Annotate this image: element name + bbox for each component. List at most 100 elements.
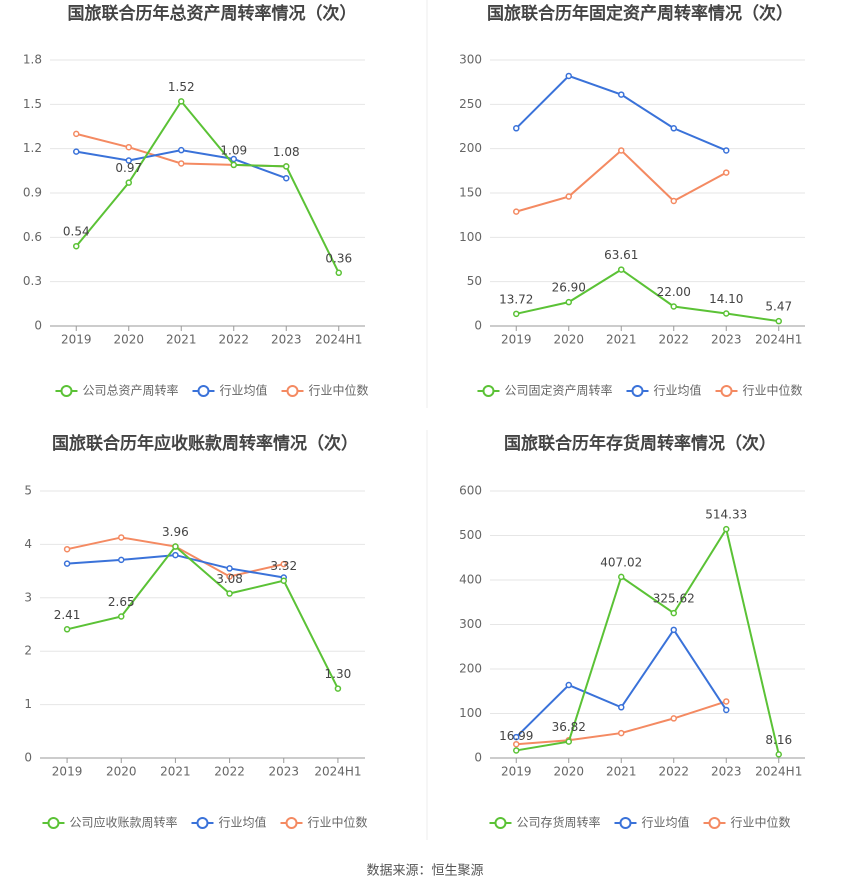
point	[73, 242, 80, 250]
y-tick-label: 0.9	[23, 186, 42, 200]
y-tick-label: 200	[459, 662, 482, 676]
data-label: 407.02	[600, 555, 642, 569]
point	[118, 556, 125, 564]
point	[670, 197, 677, 205]
x-tick-label: 2024H1	[315, 333, 362, 347]
data-label: 0.54	[63, 225, 90, 239]
point	[565, 298, 572, 306]
source-note: 数据来源：恒生聚源	[366, 864, 483, 879]
legend-label: 行业均值	[218, 815, 266, 830]
data-label: 13.72	[499, 292, 533, 306]
x-tick-label: 2024H1	[755, 333, 802, 347]
legend-marker	[619, 817, 632, 829]
chart-title: 国旅联合历年存货周转率情况（次）	[504, 433, 776, 454]
legend: 公司固定资产周转率 行业均值 行业中位数	[477, 383, 803, 398]
y-tick-label: 50	[467, 274, 482, 288]
point	[230, 161, 237, 169]
y-tick-label: 600	[459, 484, 482, 498]
point	[670, 303, 677, 310]
series-line	[516, 526, 780, 755]
data-label: 0.97	[115, 161, 142, 175]
legend-label: 行业中位数	[731, 815, 791, 830]
legend-label: 行业均值	[219, 383, 267, 398]
y-tick-label: 100	[459, 230, 482, 244]
point	[723, 525, 730, 533]
point	[226, 565, 233, 572]
x-tick-label: 2022	[658, 765, 689, 779]
point	[125, 143, 132, 151]
chart-title: 国旅联合历年总资产周转率情况（次）	[68, 3, 357, 24]
data-label: 8.16	[765, 733, 792, 747]
x-tick-label: 2021	[160, 765, 191, 779]
point	[670, 609, 677, 617]
series-line	[516, 268, 779, 323]
legend-label: 公司固定资产周转率	[504, 383, 612, 398]
data-label: 1.30	[325, 667, 352, 681]
point	[334, 685, 342, 692]
legend: 公司应收账款周转率 行业均值 行业中位数	[42, 815, 368, 830]
y-tick-label: 150	[459, 186, 482, 200]
data-label: 2.41	[54, 608, 81, 622]
point	[172, 551, 179, 559]
legend-marker	[197, 385, 210, 397]
x-tick-label: 2022	[658, 333, 689, 347]
series-line	[66, 545, 339, 690]
legend-label: 公司总资产周转率	[82, 383, 178, 398]
point	[513, 740, 520, 748]
y-tick-label: 100	[459, 706, 482, 720]
legend-marker	[60, 385, 73, 397]
y-tick-label: 5	[24, 484, 32, 498]
point	[178, 146, 185, 154]
series-line	[75, 99, 340, 274]
data-label: 3.96	[162, 525, 189, 539]
x-tick-label: 2019	[52, 765, 83, 779]
x-tick-label: 2022	[214, 765, 245, 779]
data-label: 325.62	[653, 592, 695, 606]
legend-marker	[286, 385, 299, 397]
point	[775, 317, 782, 325]
point	[280, 560, 287, 568]
point	[63, 626, 71, 633]
point	[118, 613, 125, 620]
y-tick-label: 1	[24, 697, 32, 711]
point	[73, 148, 80, 155]
point	[618, 573, 625, 581]
x-tick-label: 2021	[606, 333, 637, 347]
legend-label: 行业中位数	[309, 383, 369, 398]
series-line	[515, 628, 728, 738]
data-label: 2.65	[108, 595, 135, 609]
point	[118, 534, 125, 541]
data-label: 63.61	[604, 248, 638, 262]
x-tick-label: 2023	[711, 765, 742, 779]
point	[230, 155, 237, 163]
point	[63, 545, 71, 553]
x-tick-label: 2021	[166, 333, 197, 347]
point	[565, 193, 572, 200]
y-tick-label: 0	[474, 751, 482, 765]
point	[513, 125, 520, 132]
y-tick-label: 200	[459, 141, 482, 155]
point	[723, 698, 730, 705]
data-label: 514.33	[705, 508, 747, 522]
y-tick-label: 300	[459, 53, 482, 67]
y-tick-label: 1.8	[23, 53, 42, 67]
x-tick-label: 2023	[268, 765, 299, 779]
point	[670, 626, 677, 634]
series-line	[515, 149, 727, 213]
legend-marker	[47, 817, 60, 829]
point	[513, 208, 520, 215]
legend-label: 公司应收账款周转率	[69, 815, 177, 830]
legend-marker	[720, 385, 733, 397]
point	[63, 560, 71, 567]
point	[226, 590, 233, 597]
point	[565, 681, 572, 689]
series-line	[515, 74, 727, 152]
chart-title: 国旅联合历年固定资产周转率情况（次）	[487, 3, 793, 24]
point	[280, 577, 287, 584]
y-tick-label: 0.3	[23, 274, 42, 288]
point	[723, 169, 730, 176]
legend: 公司总资产周转率 行业均值 行业中位数	[55, 383, 369, 398]
point	[513, 310, 520, 318]
x-tick-label: 2022	[218, 333, 249, 347]
